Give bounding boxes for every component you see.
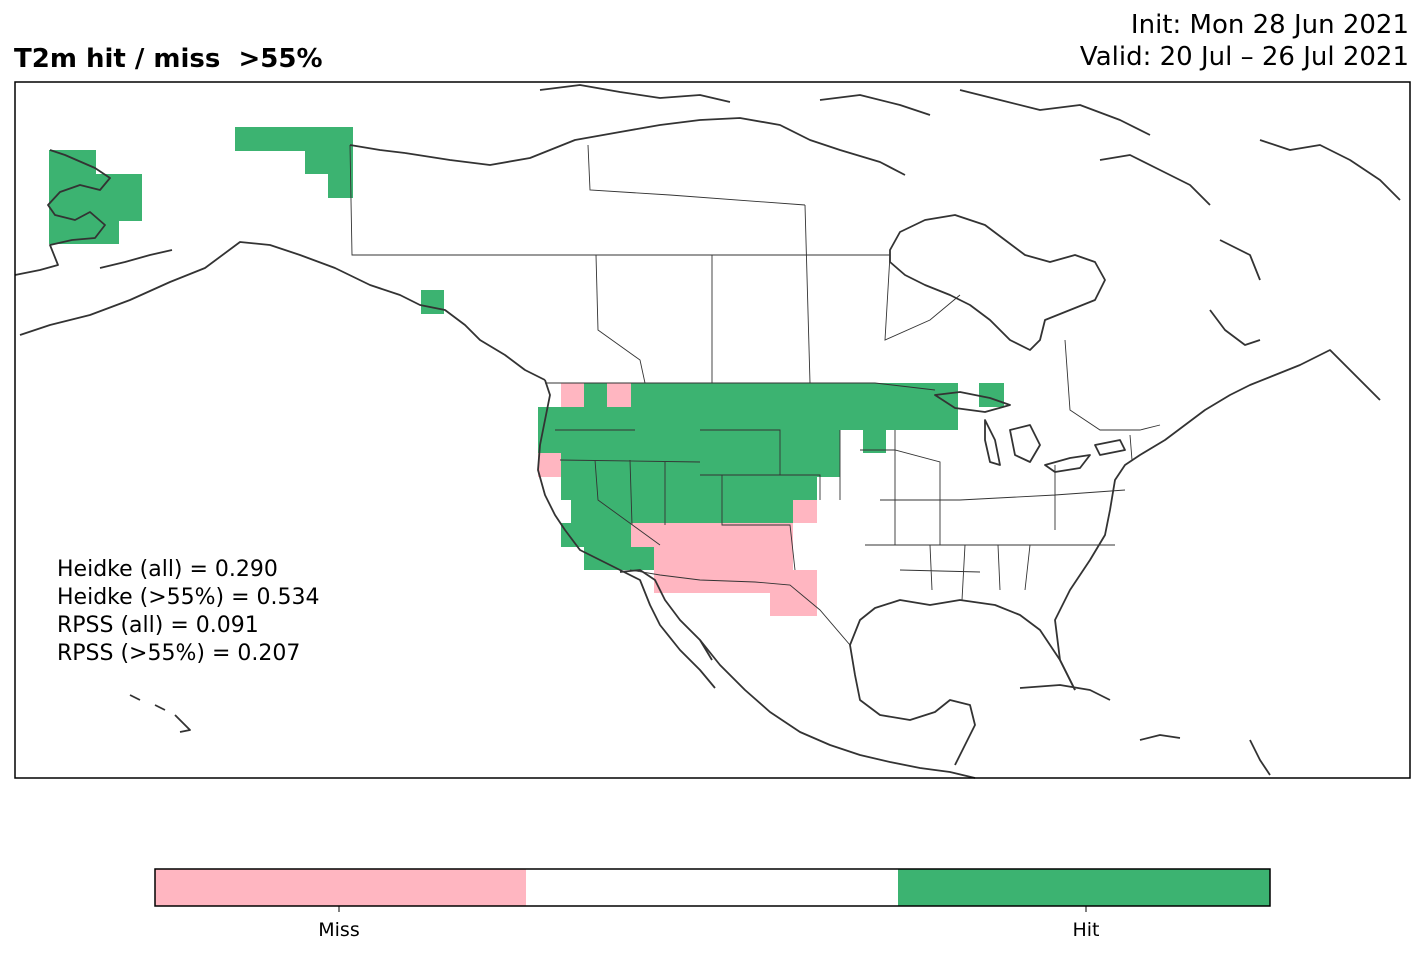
hit-cell bbox=[235, 127, 353, 151]
legend-hit-label: Hit bbox=[1072, 919, 1100, 941]
hit-cell bbox=[584, 383, 607, 407]
hit-cell bbox=[538, 407, 958, 430]
political-borders bbox=[349, 144, 1161, 646]
hit-cell bbox=[571, 500, 793, 523]
hit-cell bbox=[631, 383, 958, 407]
coastline-gulf bbox=[849, 599, 1076, 766]
skill-scores: Heidke (all) = 0.290 Heidke (>55%) = 0.5… bbox=[57, 556, 320, 668]
miss-cell bbox=[654, 547, 793, 570]
miss-cell bbox=[770, 570, 817, 593]
border-us-states bbox=[555, 429, 1133, 601]
heidke-55: Heidke (>55%) = 0.534 bbox=[57, 585, 320, 610]
border-us-mexico bbox=[629, 569, 851, 646]
hit-cell bbox=[328, 174, 353, 198]
hit-cell bbox=[538, 430, 840, 453]
miss-cell bbox=[538, 453, 561, 477]
miss-cell bbox=[607, 383, 631, 407]
rpss-55: RPSS (>55%) = 0.207 bbox=[57, 641, 301, 666]
hit-cell bbox=[49, 150, 96, 174]
coastline-east bbox=[1054, 349, 1381, 691]
coastline-arctic-islands bbox=[539, 84, 1401, 346]
miss-cell bbox=[561, 383, 584, 407]
coastlines bbox=[14, 84, 1401, 779]
miss-cell bbox=[793, 500, 817, 523]
hit-cell bbox=[421, 290, 444, 314]
coastline-mexico bbox=[699, 639, 976, 779]
miss-cell bbox=[770, 593, 817, 616]
border-canada-provinces bbox=[587, 144, 1161, 431]
valid-period: Valid: 20 Jul – 26 Jul 2021 bbox=[1079, 42, 1409, 72]
coastline-caribbean bbox=[1019, 684, 1271, 776]
border-us-canada bbox=[349, 144, 936, 391]
miss-cell bbox=[654, 570, 770, 593]
great-lakes bbox=[934, 391, 1126, 473]
hit-cell bbox=[49, 174, 142, 221]
heidke-all: Heidke (all) = 0.290 bbox=[57, 557, 278, 582]
hit-cell bbox=[863, 430, 886, 453]
coastline-arctic bbox=[404, 117, 906, 176]
miss-cell bbox=[631, 523, 793, 547]
init-date: Init: Mon 28 Jun 2021 bbox=[1130, 10, 1409, 40]
legend-miss-label: Miss bbox=[318, 919, 360, 941]
hit-cell bbox=[584, 547, 654, 570]
hit-cell bbox=[979, 383, 1004, 407]
coastline-alaska-south bbox=[19, 241, 546, 381]
map-title: T2m hit / miss >55% bbox=[14, 44, 323, 74]
hit-cell bbox=[561, 523, 631, 547]
coastline-islands bbox=[99, 249, 191, 733]
hit-cell bbox=[561, 453, 840, 477]
hit-cell bbox=[561, 477, 817, 500]
map-frame bbox=[14, 81, 1411, 779]
rpss-all: RPSS (all) = 0.091 bbox=[57, 613, 259, 638]
hit-cell bbox=[305, 151, 353, 174]
hit-cell bbox=[49, 221, 119, 244]
coastline-alaska bbox=[14, 144, 406, 276]
coastline-hudson-bay bbox=[889, 214, 1106, 351]
